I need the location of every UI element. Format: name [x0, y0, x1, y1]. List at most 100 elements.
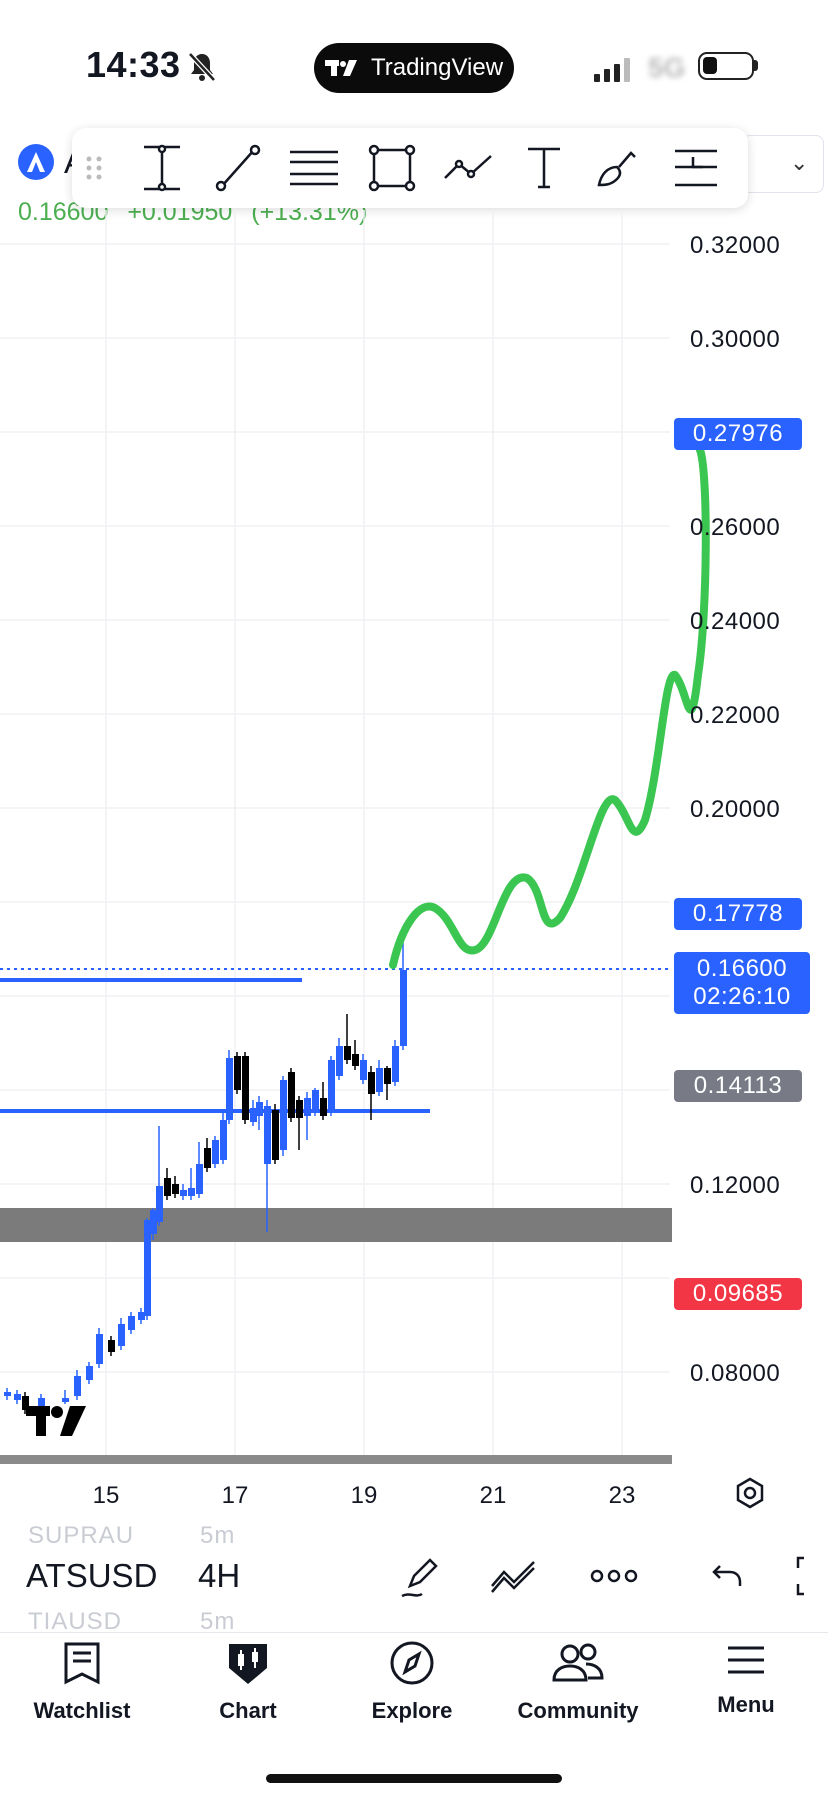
candle-body: [138, 1312, 145, 1320]
compass-icon: [390, 1641, 434, 1685]
price-tag-high[interactable]: 0.17778: [674, 898, 802, 930]
battery-icon: [698, 52, 754, 80]
candle-body: [304, 1098, 311, 1116]
text-tool-icon[interactable]: [514, 140, 574, 196]
candle-body: [22, 1396, 29, 1410]
tab-community[interactable]: Community: [508, 1640, 648, 1724]
x-axis-label: 15: [92, 1482, 120, 1509]
price-tag-line[interactable]: 0.14113: [674, 1070, 802, 1102]
candle-body: [144, 1220, 151, 1316]
more-button[interactable]: [586, 1548, 642, 1604]
candle-body: [280, 1080, 287, 1150]
candle-body: [312, 1090, 319, 1112]
undo-icon: [712, 1565, 742, 1586]
candle-body: [96, 1334, 103, 1364]
candle-body: [368, 1072, 375, 1094]
y-axis-label: 0.22000: [690, 702, 781, 729]
tradingview-pill: TradingView: [314, 43, 514, 93]
rectangle-icon[interactable]: [362, 140, 422, 196]
last-price-tag-value: 0.16600: [696, 955, 788, 982]
price-tag-drawing-high[interactable]: 0.27976: [674, 418, 802, 450]
price-chart[interactable]: [0, 210, 828, 1485]
signal-icon: [594, 58, 630, 82]
tab-label: Menu: [717, 1692, 775, 1717]
timeframe-dropdown[interactable]: [742, 135, 824, 193]
candle-body: [196, 1164, 203, 1194]
tradingview-logo-icon: [324, 60, 357, 76]
brush-icon[interactable]: [588, 140, 648, 196]
fullscreen-icon: [796, 1556, 804, 1596]
candle-body: [14, 1394, 21, 1400]
trend-line-icon[interactable]: [208, 140, 268, 196]
network-label: 5G: [648, 52, 686, 83]
tab-explore[interactable]: Explore: [342, 1640, 482, 1724]
chart-settings-icon[interactable]: [733, 1476, 767, 1510]
y-axis-label: 0.12000: [690, 1172, 781, 1199]
fullscreen-button[interactable]: [790, 1548, 828, 1604]
next-symbol-ghost: TIAUSD: [28, 1608, 123, 1635]
candle-body: [74, 1376, 81, 1396]
candle-body: [384, 1068, 391, 1084]
timeframe-label[interactable]: 4H: [198, 1557, 241, 1594]
candle-body: [172, 1184, 179, 1194]
drawing-toolbar: [72, 128, 748, 208]
chart-bottom-bar: [0, 1455, 672, 1464]
drag-handle-icon[interactable]: [72, 140, 116, 196]
x-axis-label: 23: [608, 1482, 636, 1509]
tab-watchlist[interactable]: Watchlist: [12, 1640, 152, 1724]
candle-body: [360, 1060, 367, 1080]
community-icon: [552, 1643, 604, 1682]
watermark-logo: [26, 1406, 86, 1436]
battery-tip: [754, 60, 758, 71]
pen-icon: [401, 1558, 438, 1598]
candle-body: [250, 1108, 257, 1122]
long-position-icon[interactable]: [666, 140, 726, 196]
chevron-down-icon[interactable]: ⌄: [790, 150, 809, 175]
countdown-timer: 02:26:10: [693, 983, 791, 1010]
y-axis-label: 0.08000: [690, 1360, 781, 1387]
candle-body: [86, 1366, 93, 1380]
symbol-logo-icon[interactable]: [18, 144, 54, 180]
candle-body: [272, 1110, 279, 1160]
candle-body: [108, 1340, 115, 1352]
candle-body: [256, 1102, 263, 1116]
candle-body: [264, 1106, 271, 1164]
tab-chart[interactable]: Chart: [178, 1640, 318, 1724]
tab-menu[interactable]: Menu: [676, 1640, 816, 1718]
prev-timeframe-ghost: 5m: [200, 1522, 236, 1549]
price-tag-last[interactable]: 0.16600 02:26:10: [674, 952, 810, 1014]
measure-tool-icon[interactable]: [132, 140, 192, 196]
x-axis-label: 19: [350, 1482, 378, 1509]
candle-body: [164, 1178, 171, 1196]
projection-drawing: [389, 446, 710, 969]
path-icon[interactable]: [438, 140, 498, 196]
candle-body: [376, 1068, 383, 1092]
y-axis-label: 0.24000: [690, 608, 781, 635]
watchlist-icon: [64, 1642, 100, 1685]
candle-body: [204, 1148, 211, 1168]
y-axis-label: 0.20000: [690, 796, 781, 823]
prev-symbol-ghost: SUPRAU: [28, 1522, 135, 1549]
tab-label: Explore: [371, 1698, 453, 1723]
candle-body: [212, 1140, 219, 1164]
x-axis-label: 21: [479, 1482, 507, 1509]
candle-body: [392, 1046, 399, 1082]
candle-body: [400, 970, 407, 1046]
symbol-name[interactable]: ATSUSD: [26, 1557, 158, 1594]
indicators-button[interactable]: [486, 1548, 542, 1604]
candle-body: [156, 1186, 163, 1222]
more-dots-icon: [590, 1569, 638, 1583]
candle-body: [150, 1210, 157, 1234]
y-axis-label: 0.32000: [690, 232, 781, 259]
undo-button[interactable]: [700, 1548, 756, 1604]
candle-body: [344, 1046, 351, 1060]
candle-body: [62, 1398, 69, 1402]
price-tag-low[interactable]: 0.09685: [674, 1278, 802, 1310]
candle-body: [220, 1120, 227, 1160]
draw-button[interactable]: [392, 1548, 448, 1604]
y-axis-label: 0.30000: [690, 326, 781, 353]
horizontal-lines-icon[interactable]: [284, 140, 344, 196]
x-axis-label: 17: [221, 1482, 249, 1509]
candle-body: [336, 1046, 343, 1076]
candle-body: [4, 1392, 11, 1396]
